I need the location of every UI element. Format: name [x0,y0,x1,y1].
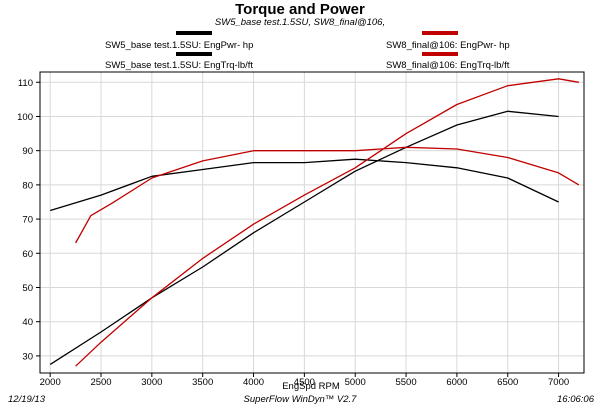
y-tick-label: 30 [22,351,33,362]
x-tick-label: 2000 [40,377,61,388]
series-lines [49,78,580,367]
x-axis-label: EngSpd RPM [282,381,340,392]
x-tick-label: 7000 [548,377,569,388]
y-tick-label: 110 [18,78,33,89]
footer-software: SuperFlow WinDyn™ V2.7 [244,394,358,405]
y-tick-label: 50 [22,283,33,294]
x-tick-label: 3000 [141,377,162,388]
series-final-power [75,78,580,367]
y-tick-label: 40 [22,317,33,328]
x-tick-label: 5000 [345,377,366,388]
x-tick-label: 6500 [497,377,518,388]
x-tick-label: 2500 [90,377,111,388]
footer-time: 16:06:06 [557,394,595,405]
x-axis: 2000 2500 3000 3500 4000 4500 5000 5500 6000 6500… [40,373,569,388]
series-final-torque [75,146,580,244]
y-tick-label: 100 [17,112,33,123]
legend: SW5_base test.1.5SU: EngPwr- hp SW5_base… [105,31,510,71]
legend-label-final-torque: SW8_final@106: EngTrq-lb/ft [386,60,510,71]
gridlines [40,72,584,373]
y-tick-label: 80 [22,180,33,191]
series-base-torque [50,158,559,212]
footer-date: 12/19/13 [8,394,46,405]
x-tick-label: 6000 [446,377,467,388]
x-tick-label: 3500 [192,377,213,388]
legend-label-final-power: SW8_final@106: EngPwr- hp [386,40,510,51]
y-tick-label: 70 [22,215,33,226]
y-tick-label: 60 [22,249,33,260]
chart-title: Torque and Power [235,1,365,18]
legend-label-base-power: SW5_base test.1.5SU: EngPwr- hp [105,40,253,51]
x-tick-label: 4500 [294,377,315,388]
y-axis: 30 40 50 60 70 80 90 100 110 [17,78,40,362]
y-tick-label: 90 [22,146,33,157]
series-base-power [49,110,559,365]
x-tick-label: 4000 [243,377,264,388]
legend-label-base-torque: SW5_base test.1.5SU: EngTrq-lb/ft [105,60,253,71]
chart-subtitle: SW5_base test.1.5SU, SW8_final@106, [215,17,385,28]
plot-area [39,71,585,374]
x-tick-label: 5500 [395,377,416,388]
